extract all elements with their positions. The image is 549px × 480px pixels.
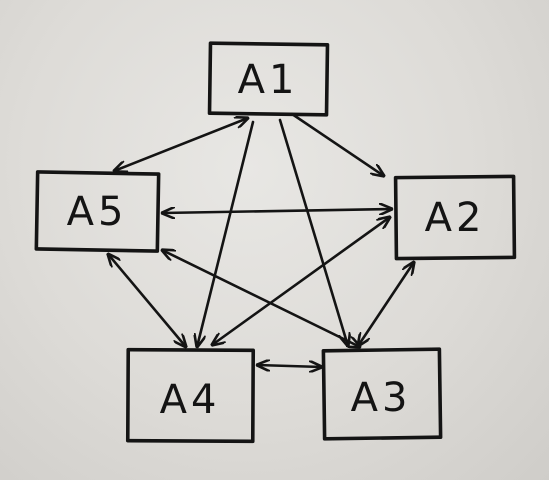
node-a3-label: A3 (351, 375, 412, 421)
node-a1-label: A1 (238, 57, 299, 103)
edge-a2-a3 (358, 262, 414, 346)
edge-a4-a2 (212, 217, 390, 345)
node-a2-box (393, 174, 517, 261)
edge-a5-a2 (160, 209, 394, 213)
edge-a1-a4 (197, 120, 255, 347)
node-a2: A2 (393, 174, 517, 261)
node-a3: A3 (321, 347, 443, 441)
node-a4-box (125, 347, 256, 444)
edge-a4-a3 (255, 365, 324, 367)
edge-a5-a3 (162, 250, 360, 347)
edge-a1-a5 (114, 118, 248, 171)
node-a1: A1 (207, 41, 330, 117)
node-a1-box (207, 41, 330, 117)
edges-layer (108, 112, 414, 367)
node-a5-box (34, 170, 161, 253)
node-a5-label: A5 (67, 189, 128, 235)
node-a3-box (321, 347, 443, 441)
node-a4: A4 (125, 347, 256, 444)
edge-a1-a2 (290, 112, 384, 176)
node-a5: A5 (34, 170, 161, 253)
node-a4-label: A4 (160, 377, 221, 423)
edge-a5-a4 (108, 254, 186, 347)
node-a2-label: A2 (425, 195, 486, 241)
